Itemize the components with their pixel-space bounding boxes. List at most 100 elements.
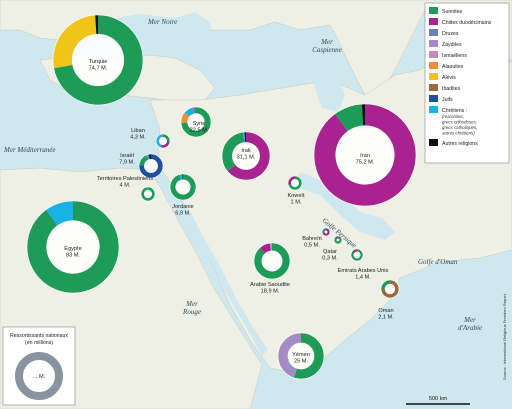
legend-swatch: [429, 106, 438, 113]
legend-christian-note: (maronites,: [442, 114, 464, 119]
donut-slice: [334, 236, 342, 244]
sea-label-rouge-1: Mer: [185, 300, 198, 308]
donut-slice: [53, 15, 143, 105]
donut-hole: [287, 342, 315, 370]
legend-item-ibadites: Ibadites: [429, 84, 461, 92]
donut-slice: [322, 228, 330, 236]
donut-slice: [259, 243, 271, 254]
legend-swatch: [429, 7, 438, 14]
scale-bar: 500 km: [406, 396, 470, 405]
size-legend-title-2: (en millions): [25, 340, 53, 346]
legend-swatch: [429, 62, 438, 69]
donut-slice: [27, 201, 119, 293]
country-name: Turquie: [89, 59, 108, 65]
sea-label-mediterranee: Mer Méditerranée: [3, 146, 56, 154]
donut-slice: [293, 333, 324, 379]
donut-outline: [221, 131, 271, 181]
country-name: Emirats Arabes Unis: [338, 268, 389, 274]
donut-outline: [155, 133, 171, 149]
legend-item-juifs: Juifs: [429, 95, 453, 103]
donut-outline: [140, 186, 156, 202]
donut-hole: [335, 125, 395, 185]
country-name: Bahreïn: [302, 236, 322, 242]
donut-hole: [71, 33, 125, 87]
donut-slice: [139, 154, 163, 178]
size-legend: Ressortissants nationaux (en millions) .…: [2, 326, 76, 406]
donut-slice: [170, 174, 196, 200]
legend-swatch: [429, 84, 438, 91]
donut-slice: [139, 155, 149, 166]
donut-slice: [162, 134, 170, 142]
donut-slice: [254, 243, 290, 279]
donut-slice: [45, 201, 74, 226]
donut-slice: [314, 104, 416, 206]
legend-christian-note: grecs catholiques,: [442, 125, 477, 130]
donut-outline: [333, 235, 343, 245]
donut-hole: [158, 136, 168, 146]
religion-legend: Sunnites Chiites duodécimains Druzes Zaydit…: [424, 2, 510, 164]
legend-swatch: [429, 95, 438, 102]
legend-item-zaydites: Zaydites: [429, 40, 462, 48]
country-name: Egypte: [64, 246, 81, 252]
legend-label: Ismaéliens: [442, 53, 467, 59]
donut-hole: [187, 113, 205, 131]
legend-items: Sunnites Chiites duodécimains Druzes Zaydit…: [429, 7, 492, 147]
country-population: 6,9 M.: [175, 211, 191, 217]
donut-outline: [253, 242, 291, 280]
donut-slice: [181, 112, 190, 123]
country-population: 0,3 M.: [322, 256, 338, 262]
donut-hole: [353, 251, 361, 259]
legend-label: Sunnites: [442, 9, 463, 15]
sea-label-rouge-2: Rouge: [182, 308, 201, 316]
donut-hole: [144, 159, 158, 173]
donut-slice: [156, 134, 163, 148]
legend-item-chiites-duodecimains: Chiites duodécimains: [429, 18, 492, 26]
sea-label-noire: Mer Noire: [147, 18, 177, 26]
donut-hole: [175, 179, 191, 195]
donut-outline: [350, 248, 364, 262]
donut-slice: [351, 249, 363, 261]
donut-slice: [227, 132, 270, 180]
country-population: 4 M.: [120, 183, 131, 189]
country-population: 0,5 M.: [304, 243, 320, 249]
legend-christian-note: grecs orthodoxes,: [442, 120, 477, 125]
legend-swatch: [429, 139, 438, 146]
country-name: Yémen: [292, 352, 310, 358]
donut-slice: [322, 228, 327, 234]
donut-outline: [287, 175, 303, 191]
country-name: Israël: [120, 153, 134, 159]
donut-outline: [380, 279, 400, 299]
country-population: 2,1 M.: [378, 315, 394, 321]
red-sea: [180, 200, 268, 356]
donut-slice: [352, 249, 358, 254]
legend-item-alevis: Alévis: [429, 73, 456, 81]
legend-label: Alévis: [442, 75, 456, 81]
donut-slice: [278, 333, 302, 378]
donut-outline: [321, 227, 331, 237]
country-population: 75,2 M.: [356, 160, 375, 166]
sea-label-arabie-2: d'Arabie: [458, 324, 482, 332]
country-population: 18,9 M.: [261, 289, 280, 295]
scale-label: 500 km: [429, 396, 448, 402]
donut-slice: [222, 132, 245, 172]
sea-label-arabie-1: Mer: [463, 316, 476, 324]
legend-swatch: [429, 29, 438, 36]
legend-item-chretiens: Chrétiens :: [429, 106, 467, 114]
legend-item-alaouites: Alaouites: [429, 62, 464, 70]
donut-slice: [184, 107, 195, 117]
legend-swatch: [429, 40, 438, 47]
legend-item-autres-religions: Autres religions: [429, 139, 478, 147]
donut-slice: [141, 187, 155, 201]
